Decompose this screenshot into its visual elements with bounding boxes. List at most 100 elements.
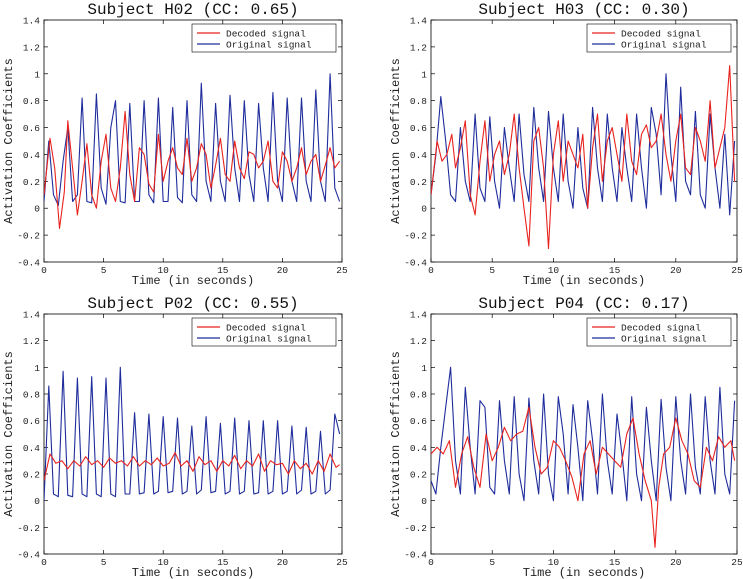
subplot-4: -0.4 -0.2 0 0.2 0.4 0.6 0.8 1 1.2 1.4 0 5 10 15 20 25 Su…	[389, 295, 743, 579]
y-tick-label: 1.4	[23, 310, 40, 321]
y-tick-label: 0.2	[23, 470, 40, 481]
y-tick-label: 1.4	[410, 16, 427, 27]
plot-area	[430, 313, 738, 555]
y-tick-label: 0.8	[23, 96, 40, 107]
x-tick-label: 15	[609, 557, 621, 568]
x-tick-label: 5	[489, 265, 495, 276]
plot-area	[43, 313, 343, 555]
x-tick-label: 20	[277, 265, 289, 276]
y-tick-label: 1.4	[410, 310, 427, 321]
y-tick-label: 0.8	[410, 96, 427, 107]
y-axis-label: Activation Coefficients	[2, 351, 16, 517]
x-tick-label: 15	[609, 265, 621, 276]
y-tick-label: 1.2	[23, 42, 40, 53]
y-tick-label: 0	[34, 204, 40, 215]
x-tick-label: 15	[217, 265, 229, 276]
x-tick-label: 20	[277, 557, 289, 568]
y-axis-label: Activation Coefficients	[389, 58, 403, 224]
legend-label: Original signal	[226, 333, 312, 344]
x-tick-label: 0	[428, 557, 434, 568]
legend-label: Decoded signal	[226, 322, 306, 333]
x-tick-label: 5	[101, 265, 107, 276]
y-tick-label: 1.2	[410, 336, 427, 347]
y-tick-label: 0.6	[410, 416, 427, 427]
y-tick-label: 0.4	[23, 443, 40, 454]
y-tick-label: 0.4	[410, 443, 427, 454]
y-tick-label: 0.4	[23, 150, 40, 161]
y-tick-label: 1	[421, 363, 427, 374]
y-tick-label: -0.4	[17, 258, 40, 269]
x-tick-label: 25	[336, 265, 348, 276]
y-tick-label: 0.6	[23, 416, 40, 427]
y-tick-label: 0.2	[23, 177, 40, 188]
y-tick-label: 1	[421, 69, 427, 80]
legend-box	[191, 23, 337, 53]
x-tick-label: 5	[101, 557, 107, 568]
y-tick-label: 0.8	[23, 390, 40, 401]
y-tick-label: 0.6	[23, 123, 40, 134]
y-tick-label: 0.6	[410, 123, 427, 134]
x-axis-label: Time (in seconds)	[523, 274, 645, 288]
legend-box	[586, 23, 732, 53]
x-tick-label: 0	[41, 265, 47, 276]
y-axis-label: Activation Coefficients	[389, 351, 403, 517]
subplot-3: -0.4 -0.2 0 0.2 0.4 0.6 0.8 1 1.2 1.4 0 5 10 15 20 25 Su…	[2, 295, 348, 579]
y-tick-label: -0.2	[17, 523, 40, 534]
x-tick-label: 10	[157, 265, 169, 276]
subplot-1: -0.4 -0.2 0 0.2 0.4 0.6 0.8 1 1.2 1.4 0 5 10 15 20 25 Su…	[2, 1, 348, 288]
plot-area	[430, 19, 738, 263]
legend-box	[586, 317, 732, 347]
x-tick-label: 25	[731, 265, 743, 276]
y-tick-label: -0.2	[17, 231, 40, 242]
legend-label: Decoded signal	[621, 322, 701, 333]
chart-title: Subject H02 (CC: 0.65)	[87, 1, 298, 19]
y-tick-label: 1	[34, 69, 40, 80]
x-tick-label: 15	[217, 557, 229, 568]
subplot-2: -0.4 -0.2 0 0.2 0.4 0.6 0.8 1 1.2 1.4 0 5 10 15 20 25 Su…	[389, 1, 743, 288]
legend-box	[191, 317, 337, 347]
y-tick-label: 0.2	[410, 177, 427, 188]
x-tick-label: 0	[428, 265, 434, 276]
y-tick-label: 0.4	[410, 150, 427, 161]
y-axis-label: Activation Coefficients	[2, 58, 16, 224]
y-tick-label: 0.2	[410, 470, 427, 481]
legend-label: Original signal	[621, 39, 707, 50]
x-axis-label: Time (in seconds)	[132, 274, 254, 288]
y-tick-label: -0.4	[404, 258, 427, 269]
x-axis-label: Time (in seconds)	[523, 566, 645, 579]
y-tick-label: -0.2	[404, 231, 427, 242]
legend-label: Decoded signal	[621, 28, 701, 39]
y-tick-label: -0.4	[404, 550, 427, 561]
series-line-decoded-signal	[44, 110, 341, 229]
y-tick-label: 1.4	[23, 16, 40, 27]
series-line-original-signal	[44, 366, 341, 501]
y-tick-label: 0	[421, 496, 427, 507]
x-tick-label: 0	[41, 557, 47, 568]
series-line-decoded-signal	[44, 452, 340, 481]
y-tick-label: 0.8	[410, 390, 427, 401]
x-tick-label: 10	[548, 265, 560, 276]
x-tick-label: 10	[548, 557, 560, 568]
x-tick-label: 10	[157, 557, 169, 568]
legend-label: Original signal	[226, 39, 312, 50]
legend-label: Original signal	[621, 333, 707, 344]
chart-title: Subject P02 (CC: 0.55)	[87, 295, 298, 313]
y-tick-label: 1.2	[23, 336, 40, 347]
x-tick-label: 25	[731, 557, 743, 568]
y-tick-label: -0.2	[404, 523, 427, 534]
series-line-decoded-signal	[431, 406, 736, 548]
y-tick-label: -0.4	[17, 550, 40, 561]
chart-title: Subject P04 (CC: 0.17)	[478, 295, 689, 313]
plot-area	[43, 19, 343, 263]
y-tick-label: 0	[34, 496, 40, 507]
y-tick-label: 1	[34, 363, 40, 374]
series-line-original-signal	[431, 366, 736, 502]
series-line-decoded-signal	[431, 65, 736, 250]
legend-label: Decoded signal	[226, 28, 306, 39]
x-tick-label: 25	[336, 557, 348, 568]
